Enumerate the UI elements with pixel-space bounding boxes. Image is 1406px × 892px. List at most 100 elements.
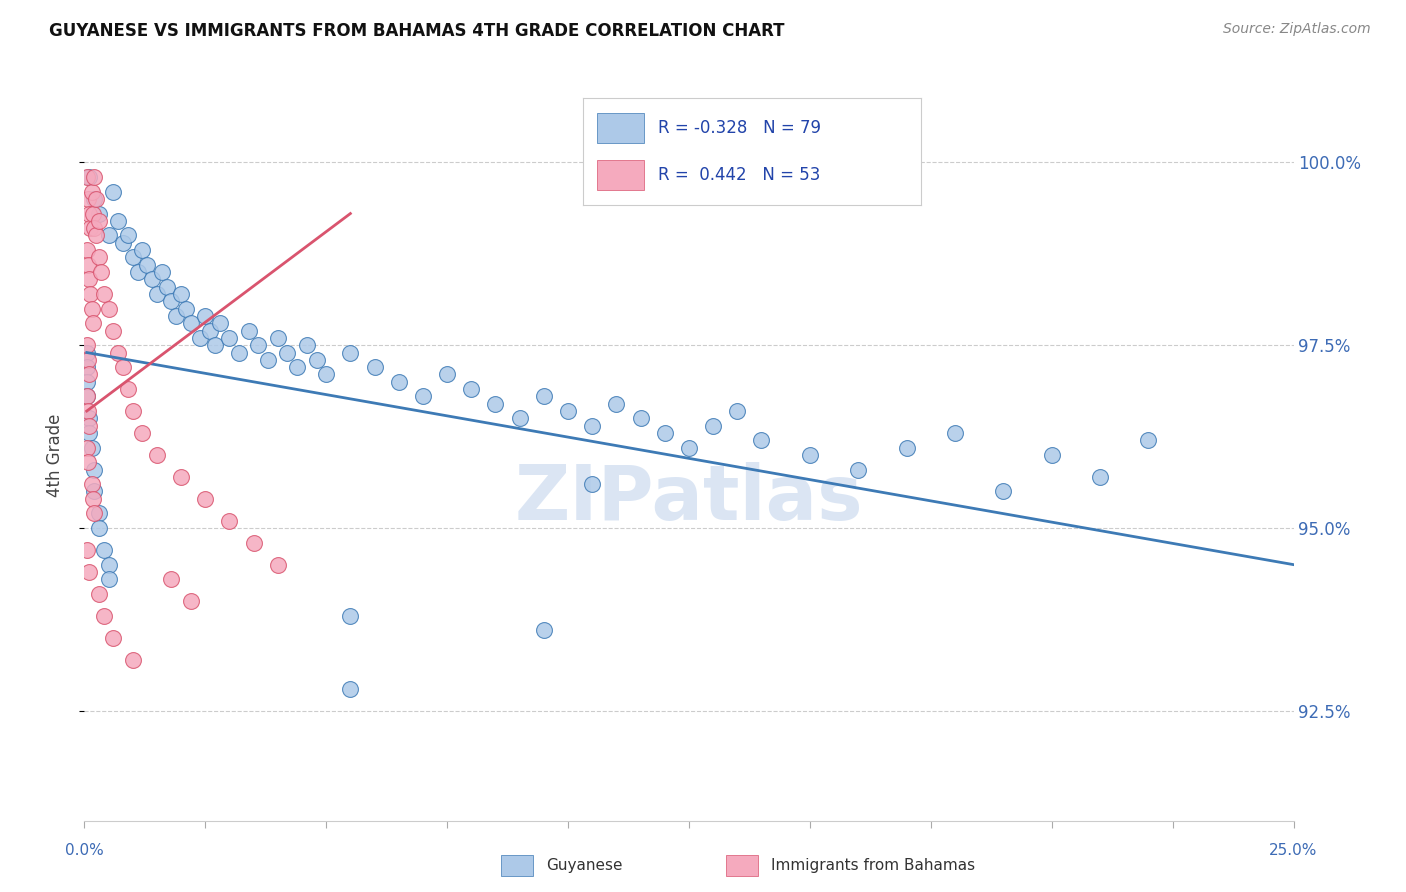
Point [77, 352, 100, 367]
Text: R =  0.442   N = 53: R = 0.442 N = 53 [658, 166, 820, 184]
Point [136, 258, 159, 272]
Point [194, 309, 217, 323]
Point [77, 418, 100, 433]
Point [107, 214, 129, 228]
Point [146, 448, 169, 462]
Point [295, 338, 318, 352]
Point [83, 192, 105, 206]
Point [412, 389, 434, 403]
FancyBboxPatch shape [598, 161, 644, 190]
FancyBboxPatch shape [598, 113, 644, 143]
Point [630, 411, 652, 425]
Point [155, 279, 177, 293]
Point [86, 192, 108, 206]
Text: 25.0%: 25.0% [1270, 843, 1317, 857]
Point [93, 608, 115, 623]
Text: 0.0%: 0.0% [65, 843, 104, 857]
Point [896, 441, 918, 455]
Point [83, 484, 105, 499]
Point [77, 404, 100, 418]
Point [80, 185, 103, 199]
Point [76, 375, 98, 389]
Point [276, 345, 298, 359]
Point [204, 338, 226, 352]
Point [363, 360, 385, 375]
Point [77, 272, 100, 286]
Point [103, 631, 125, 645]
Point [509, 411, 531, 425]
Point [242, 535, 264, 549]
Point [557, 404, 579, 418]
Point [218, 514, 240, 528]
Text: R = -0.328   N = 79: R = -0.328 N = 79 [658, 120, 821, 137]
Point [533, 624, 555, 638]
Point [121, 404, 143, 418]
Point [121, 251, 143, 265]
Point [77, 192, 100, 206]
Point [76, 345, 98, 359]
Point [228, 345, 250, 359]
Point [107, 345, 129, 359]
Point [751, 434, 773, 448]
Point [436, 368, 458, 382]
Point [160, 294, 183, 309]
Point [267, 558, 290, 572]
Point [87, 521, 110, 535]
Point [97, 228, 120, 243]
Point [194, 491, 217, 506]
Point [131, 243, 153, 257]
Point [77, 411, 100, 425]
Y-axis label: 4th Grade: 4th Grade [45, 413, 63, 497]
Point [77, 206, 100, 220]
Point [339, 345, 361, 359]
Point [83, 169, 105, 184]
Point [77, 565, 100, 579]
Point [160, 572, 183, 586]
Point [247, 338, 270, 352]
Point [87, 507, 110, 521]
Point [79, 221, 101, 235]
Point [82, 206, 104, 220]
Text: ZIPatlas: ZIPatlas [515, 462, 863, 536]
Point [87, 206, 110, 220]
Point [993, 484, 1015, 499]
Point [86, 228, 108, 243]
Point [943, 425, 966, 440]
Point [170, 470, 193, 484]
Point [97, 572, 120, 586]
Point [339, 608, 361, 623]
Point [198, 324, 221, 338]
Point [146, 287, 169, 301]
Point [725, 404, 748, 418]
Point [76, 243, 98, 257]
Point [581, 418, 603, 433]
Point [87, 587, 110, 601]
Point [799, 448, 821, 462]
Point [83, 462, 105, 476]
Point [190, 331, 212, 345]
Point [76, 441, 98, 455]
Point [533, 389, 555, 403]
Point [82, 491, 104, 506]
Point [77, 455, 100, 469]
Point [97, 301, 120, 316]
Point [581, 477, 603, 491]
Point [97, 558, 120, 572]
Point [77, 368, 100, 382]
Point [76, 360, 98, 375]
Point [267, 331, 290, 345]
Point [117, 382, 139, 396]
Point [93, 543, 115, 558]
Point [238, 324, 260, 338]
Text: Source: ZipAtlas.com: Source: ZipAtlas.com [1223, 22, 1371, 37]
Point [388, 375, 411, 389]
Point [112, 360, 135, 375]
Point [121, 653, 143, 667]
Point [87, 251, 110, 265]
Point [83, 221, 105, 235]
Point [218, 331, 240, 345]
Point [77, 425, 100, 440]
Point [1137, 434, 1160, 448]
Text: Immigrants from Bahamas: Immigrants from Bahamas [770, 858, 976, 872]
Point [103, 185, 125, 199]
